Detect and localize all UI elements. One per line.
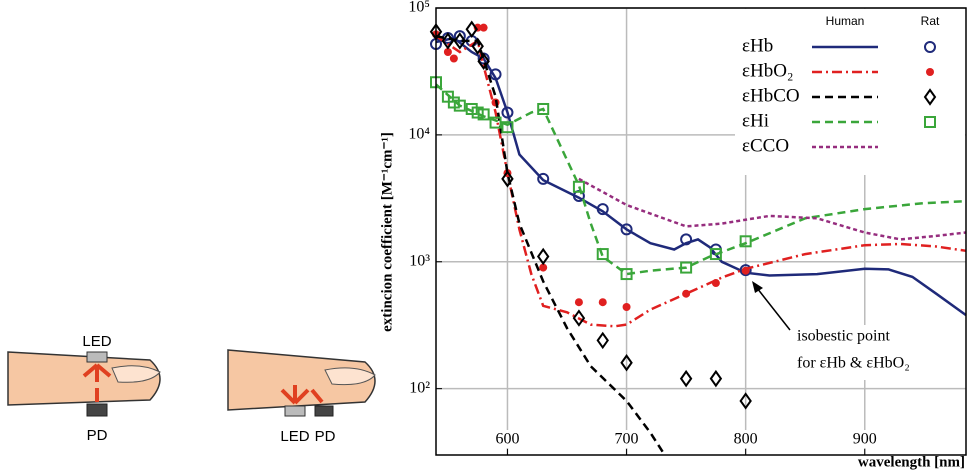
nail bbox=[324, 367, 376, 386]
marker-diamond bbox=[441, 32, 455, 50]
legend-header: Human bbox=[826, 14, 865, 28]
marker-diamond bbox=[572, 309, 586, 327]
y-tick-label: 10⁴ bbox=[408, 126, 430, 143]
legend-label: εHi bbox=[742, 110, 769, 131]
marker-square bbox=[501, 121, 514, 134]
led-label: LED bbox=[280, 428, 309, 445]
marker-circle bbox=[739, 264, 752, 277]
marker-circle bbox=[680, 233, 693, 246]
finger bbox=[7, 351, 161, 406]
annotation-bg bbox=[792, 325, 942, 380]
legend-label: εHb bbox=[742, 35, 773, 56]
marker-diamond bbox=[596, 331, 609, 350]
marker-square bbox=[709, 248, 722, 261]
marker-circle bbox=[596, 203, 609, 216]
x-tick-label: 600 bbox=[495, 431, 519, 448]
marker-dot bbox=[741, 266, 750, 275]
arrow-head bbox=[752, 281, 763, 293]
marker-square bbox=[680, 261, 693, 274]
marker-circle bbox=[924, 41, 936, 53]
marker-diamond bbox=[620, 354, 633, 372]
marker-square bbox=[739, 235, 752, 248]
marker-dot bbox=[479, 23, 488, 32]
led-label: LED bbox=[82, 333, 111, 350]
legend-label: εCCO bbox=[742, 135, 789, 156]
marker-square bbox=[620, 268, 633, 281]
plot-frame bbox=[435, 7, 967, 456]
marker-dot bbox=[622, 303, 631, 312]
marker-diamond bbox=[679, 369, 693, 388]
tick-label-bg bbox=[729, 430, 762, 448]
finger-illustration-right: LED PD bbox=[227, 349, 376, 445]
y-tick-label: 10³ bbox=[409, 252, 430, 269]
marker-diamond bbox=[465, 20, 478, 38]
tick-label-bg bbox=[848, 430, 881, 448]
legend-label: εHbCO bbox=[742, 85, 800, 106]
marker-square bbox=[572, 180, 585, 193]
series-line bbox=[435, 34, 666, 456]
tick-label-bg bbox=[491, 430, 524, 448]
y-axis-label: extincion coefficient [M⁻¹cm⁻¹] bbox=[379, 132, 395, 332]
tick-label-bg bbox=[610, 430, 643, 448]
marker-dot bbox=[711, 279, 720, 288]
marker-square bbox=[924, 116, 936, 128]
legend: Human Rat εHb εHbO₂ εHbCO εHi εCCO bbox=[735, 9, 965, 175]
x-tick-label: 700 bbox=[615, 431, 639, 448]
series-line bbox=[578, 177, 967, 241]
y-tick-label: 10² bbox=[409, 379, 430, 396]
marker-dot bbox=[443, 48, 452, 57]
x-tick-label: 800 bbox=[734, 431, 758, 448]
marker-square bbox=[489, 116, 502, 129]
nail bbox=[111, 365, 161, 383]
finger-illustration-left: LED PD bbox=[7, 333, 161, 444]
x-axis-label: wavelength [nm] bbox=[858, 454, 965, 470]
annotation-text: isobestic point bbox=[797, 328, 890, 345]
marker-square bbox=[453, 99, 466, 112]
marker-square bbox=[596, 248, 609, 261]
marker-diamond bbox=[453, 32, 467, 50]
x-tick-label: 900 bbox=[853, 431, 877, 448]
annotation-arrow bbox=[756, 287, 791, 331]
annotation: isobestic point for εHb & εHbO₂ bbox=[752, 281, 942, 380]
marker-dot bbox=[682, 289, 691, 298]
marker-circle bbox=[537, 172, 550, 185]
marker-dot bbox=[539, 263, 548, 272]
marker-diamond bbox=[471, 37, 484, 55]
series-line bbox=[435, 83, 967, 276]
marker-circle bbox=[453, 30, 466, 43]
marker-diamond bbox=[923, 88, 937, 106]
series-line bbox=[435, 35, 967, 328]
marker-dot bbox=[926, 68, 934, 76]
pd-label: PD bbox=[315, 428, 336, 445]
light-arrows bbox=[280, 385, 324, 405]
series-line bbox=[435, 36, 967, 317]
legend-header: Rat bbox=[921, 14, 940, 28]
marker-circle bbox=[501, 106, 514, 119]
marker-dot bbox=[598, 298, 607, 307]
y-tick-label: 10⁵ bbox=[408, 0, 430, 16]
pd-label: PD bbox=[87, 427, 108, 444]
finger bbox=[227, 349, 376, 411]
marker-diamond bbox=[739, 392, 752, 410]
marker-diamond bbox=[501, 170, 514, 188]
marker-dot bbox=[449, 54, 458, 63]
marker-diamond bbox=[709, 369, 723, 388]
pd-box bbox=[314, 405, 334, 417]
annotation-text: for εHb & εHbO₂ bbox=[797, 355, 910, 372]
legend-label: εHbO₂ bbox=[742, 60, 794, 81]
marker-circle bbox=[489, 68, 502, 81]
marker-dot bbox=[574, 298, 583, 307]
marker-diamond bbox=[477, 52, 490, 71]
marker-square bbox=[537, 102, 550, 115]
marker-diamond bbox=[536, 247, 550, 266]
marker-square bbox=[477, 108, 490, 121]
marker-circle bbox=[620, 223, 633, 236]
led-box bbox=[86, 351, 108, 363]
pd-box bbox=[86, 403, 108, 417]
light-arrows bbox=[82, 363, 112, 402]
led-box bbox=[284, 405, 306, 417]
